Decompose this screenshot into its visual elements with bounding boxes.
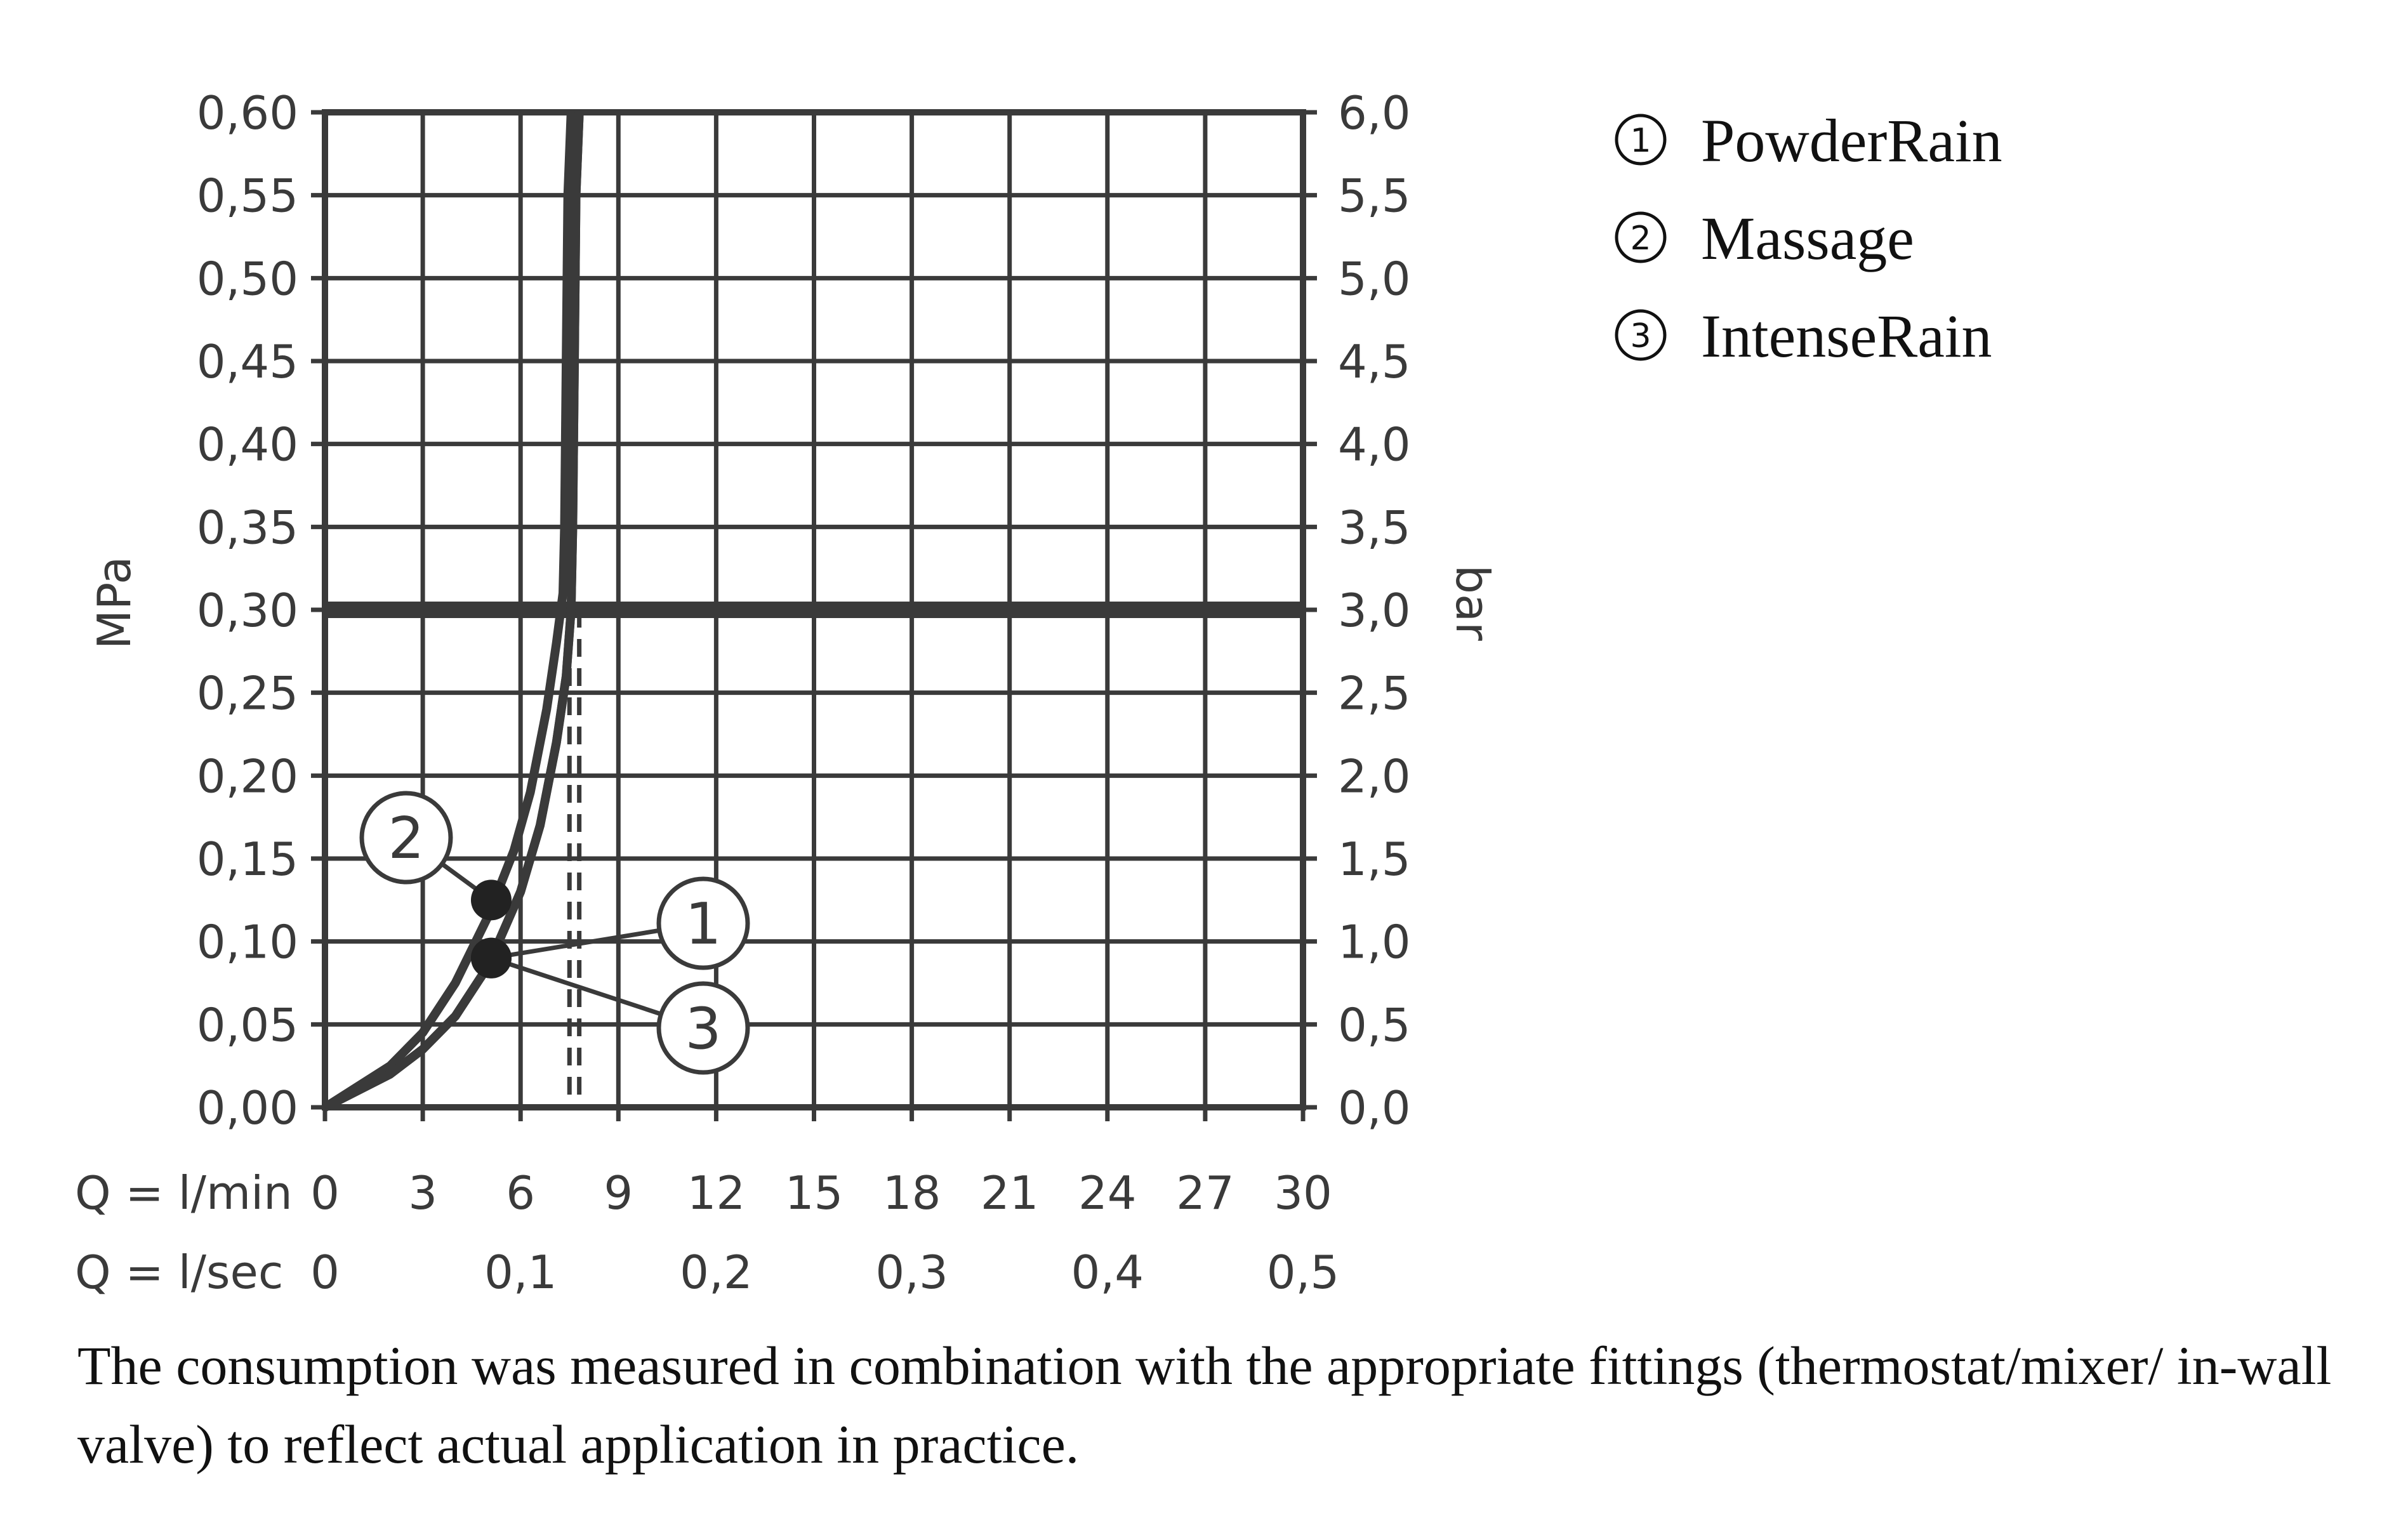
y-tick-label-right: 5,0 bbox=[1338, 252, 1411, 305]
x-axis-label: Q = l/min bbox=[75, 1166, 293, 1220]
caption: The consumption was measured in combinat… bbox=[77, 1326, 2375, 1484]
y-tick-label-right: 6,0 bbox=[1338, 86, 1411, 140]
callout-number: 2 bbox=[388, 805, 424, 872]
y-tick-label-left: 0,15 bbox=[197, 833, 298, 886]
y-tick-label-left: 0,05 bbox=[197, 998, 298, 1051]
legend-label: Massage bbox=[1701, 204, 1914, 272]
x-tick-label: 27 bbox=[1176, 1166, 1234, 1220]
x-tick-label: 15 bbox=[785, 1166, 843, 1220]
y-tick-label-right: 3,5 bbox=[1338, 501, 1411, 554]
y-tick-label-left: 0,55 bbox=[197, 169, 298, 223]
y-tick-label-left: 0,25 bbox=[197, 667, 298, 720]
x2-tick-label: 0,4 bbox=[1071, 1246, 1144, 1299]
x-tick-label: 6 bbox=[506, 1166, 535, 1220]
y-tick-label-left: 0,30 bbox=[197, 584, 298, 637]
y-tick-label-right: 3,0 bbox=[1338, 584, 1411, 637]
legend-label: IntenseRain bbox=[1701, 302, 1992, 370]
x2-tick-label: 0,3 bbox=[875, 1246, 948, 1299]
callout-number: 3 bbox=[685, 996, 721, 1062]
data-point bbox=[471, 938, 512, 978]
y-tick-label-left: 0,50 bbox=[197, 252, 298, 305]
y-tick-label-right: 0,0 bbox=[1338, 1081, 1411, 1135]
y-tick-label-right: 1,5 bbox=[1338, 833, 1411, 886]
y-tick-label-left: 0,20 bbox=[197, 749, 298, 803]
x2-tick-label: 0,5 bbox=[1267, 1246, 1340, 1299]
y-tick-label-left: 0,60 bbox=[197, 86, 298, 140]
y-tick-label-right: 1,0 bbox=[1338, 916, 1411, 969]
y-tick-label-left: 0,40 bbox=[197, 418, 298, 471]
callout-number: 1 bbox=[685, 891, 721, 958]
legend-label: PowderRain bbox=[1701, 107, 2002, 175]
x-tick-label: 30 bbox=[1274, 1166, 1332, 1220]
y-tick-label-right: 2,0 bbox=[1338, 749, 1411, 803]
chart-legend: 1 PowderRain 2 Massage 3 IntenseRain bbox=[1617, 107, 2002, 370]
y-tick-label-right: 2,5 bbox=[1338, 667, 1411, 720]
x-tick-label: 18 bbox=[883, 1166, 941, 1220]
x2-tick-label: 0 bbox=[310, 1246, 340, 1299]
data-point bbox=[471, 879, 512, 920]
x2-axis-label: Q = l/sec bbox=[75, 1246, 283, 1299]
legend-number: 3 bbox=[1630, 317, 1651, 355]
legend-number: 1 bbox=[1630, 122, 1651, 160]
x-tick-label: 9 bbox=[604, 1166, 633, 1220]
x-tick-label: 0 bbox=[310, 1166, 340, 1220]
y-tick-label-left: 0,35 bbox=[197, 501, 298, 554]
x2-tick-label: 0,2 bbox=[680, 1246, 753, 1299]
x-tick-label: 24 bbox=[1078, 1166, 1137, 1220]
y-axis-right-label: bar bbox=[1446, 565, 1499, 641]
y-tick-label-left: 0,45 bbox=[197, 335, 298, 388]
y-tick-label-left: 0,10 bbox=[197, 916, 298, 969]
x2-tick-label: 0,1 bbox=[484, 1246, 557, 1299]
x-tick-label: 3 bbox=[408, 1166, 437, 1220]
y-tick-label-right: 4,5 bbox=[1338, 335, 1411, 388]
x-tick-label: 12 bbox=[687, 1166, 746, 1220]
x-tick-label: 21 bbox=[981, 1166, 1039, 1220]
y-tick-label-right: 4,0 bbox=[1338, 418, 1411, 471]
y-axis-left-label: MPa bbox=[88, 557, 141, 649]
y-tick-label-left: 0,00 bbox=[197, 1081, 298, 1135]
y-tick-label-right: 5,5 bbox=[1338, 169, 1411, 223]
y-tick-label-right: 0,5 bbox=[1338, 998, 1411, 1051]
legend-number: 2 bbox=[1630, 220, 1651, 258]
